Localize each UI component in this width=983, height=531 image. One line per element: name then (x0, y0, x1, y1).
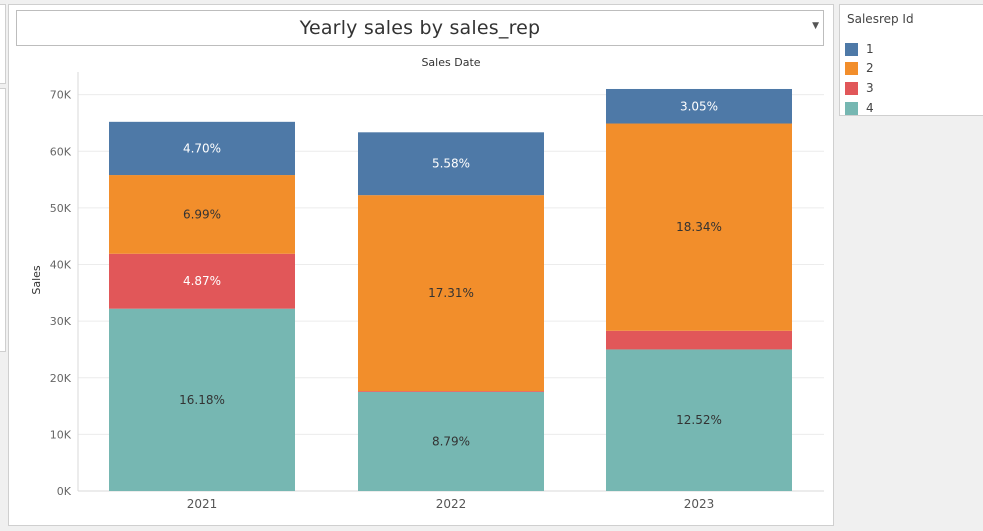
legend-label: 4 (866, 101, 874, 115)
legend-item-4[interactable]: 4 (845, 101, 874, 115)
legend-label: 3 (866, 81, 874, 95)
legend-item-2[interactable]: 2 (845, 61, 874, 75)
bar-segment-1-2021 (109, 121, 295, 176)
x-tick-label: 2021 (187, 497, 218, 511)
bar-data-label: 3.05% (680, 99, 718, 113)
bar-segment-1-2023 (606, 88, 792, 124)
x-tick-label: 2023 (684, 497, 715, 511)
bar-data-label: 16.18% (179, 393, 225, 407)
bar-data-label: 17.31% (428, 286, 474, 300)
bar-segment-2-2023 (606, 123, 792, 331)
y-tick-label: 50K (50, 202, 72, 215)
bar-segment-4-2022 (358, 391, 544, 491)
bar-segment-3-2023 (606, 330, 792, 350)
left-panel-edge (0, 4, 6, 84)
legend-swatch (845, 101, 858, 115)
bar-segment-2-2022 (358, 195, 544, 392)
y-tick-label: 10K (50, 428, 72, 441)
legend-label: 1 (866, 42, 874, 56)
bar-data-label: 5.58% (432, 157, 470, 171)
left-panel-edge-lower (0, 88, 6, 352)
bar-data-label: 4.70% (183, 141, 221, 155)
bar-segment-4-2023 (606, 349, 792, 491)
legend-item-3[interactable]: 3 (845, 81, 874, 95)
bar-segment-2-2021 (109, 175, 295, 254)
bar-data-label: 12.52% (676, 413, 722, 427)
legend-swatch (845, 61, 858, 75)
legend-title: Salesrep Id (847, 12, 914, 26)
bar-data-label: 6.99% (183, 207, 221, 221)
legend-label: 2 (866, 61, 874, 75)
legend-item-1[interactable]: 1 (845, 42, 874, 56)
legend-swatch (845, 42, 858, 56)
legend-swatch (845, 81, 858, 95)
chart-title-box: Yearly sales by sales_rep ▼ (16, 10, 824, 46)
x-axis-title: Sales Date (421, 56, 480, 69)
bar-segment-3-2022 (358, 391, 544, 392)
y-tick-label: 30K (50, 315, 72, 328)
bar-segment-1-2022 (358, 132, 544, 196)
y-tick-label: 0K (57, 485, 72, 498)
bar-data-label: 18.34% (676, 220, 722, 234)
y-axis-title: Sales (30, 265, 43, 295)
bar-segment-4-2021 (109, 308, 295, 491)
x-tick-label: 2022 (436, 497, 467, 511)
y-tick-label: 40K (50, 259, 72, 272)
bar-segment-3-2021 (109, 253, 295, 309)
y-tick-label: 20K (50, 372, 72, 385)
y-tick-label: 70K (50, 89, 72, 102)
legend: Salesrep Id 1 2 3 4 (839, 4, 983, 116)
bar-data-label: 4.87% (183, 274, 221, 288)
chart-title: Yearly sales by sales_rep (299, 17, 541, 39)
y-tick-label: 60K (50, 145, 72, 158)
bar-data-label: 8.79% (432, 434, 470, 448)
chevron-down-icon[interactable]: ▼ (812, 21, 819, 31)
